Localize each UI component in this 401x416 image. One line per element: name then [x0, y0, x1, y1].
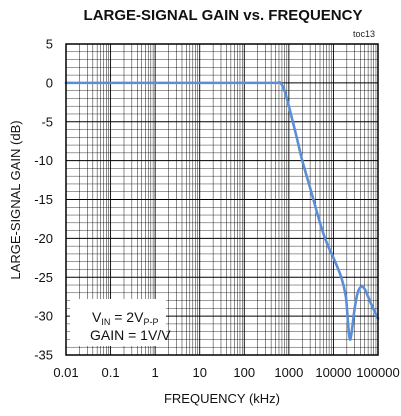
x-axis-label: FREQUENCY (kHz) — [164, 391, 280, 406]
y-tick-label: -5 — [41, 114, 53, 129]
x-tick-label: 10 — [192, 365, 206, 380]
y-tick-label: -25 — [34, 270, 53, 285]
plot-frame — [65, 43, 379, 356]
x-tick-label: 0.01 — [53, 365, 78, 380]
x-tick-label: 0.1 — [102, 365, 120, 380]
y-tick-label: -10 — [34, 153, 53, 168]
y-tick-label: 0 — [46, 75, 53, 90]
y-tick-label: -35 — [34, 348, 53, 363]
y-axis-label: LARGE-SIGNAL GAIN (dB) — [8, 120, 23, 279]
x-tick-label: 10000 — [315, 365, 351, 380]
figure-tag: toc13 — [353, 29, 375, 39]
chart-title: LARGE-SIGNAL GAIN vs. FREQUENCY — [84, 7, 363, 24]
x-tick-label: 1 — [152, 365, 159, 380]
gain-series-line — [64, 81, 380, 341]
x-tick-label: 100000 — [356, 365, 399, 380]
tick-labels: 0.01 0.1 1 10 100 1000 10000 100000 5 0 -5 -10 -15 -2… — [34, 37, 399, 381]
legend-gain: GAIN = 1V/V — [90, 327, 171, 343]
x-tick-label: 1000 — [274, 365, 303, 380]
y-tick-label: -15 — [34, 192, 53, 207]
legend-vin: VIN = 2VP-P — [92, 309, 158, 327]
series-layer — [64, 81, 380, 341]
x-tick-label: 100 — [233, 365, 255, 380]
y-tick-label: -20 — [34, 231, 53, 246]
y-tick-label: -30 — [34, 309, 53, 324]
y-tick-label: 5 — [46, 37, 53, 52]
legend-box — [70, 299, 166, 346]
